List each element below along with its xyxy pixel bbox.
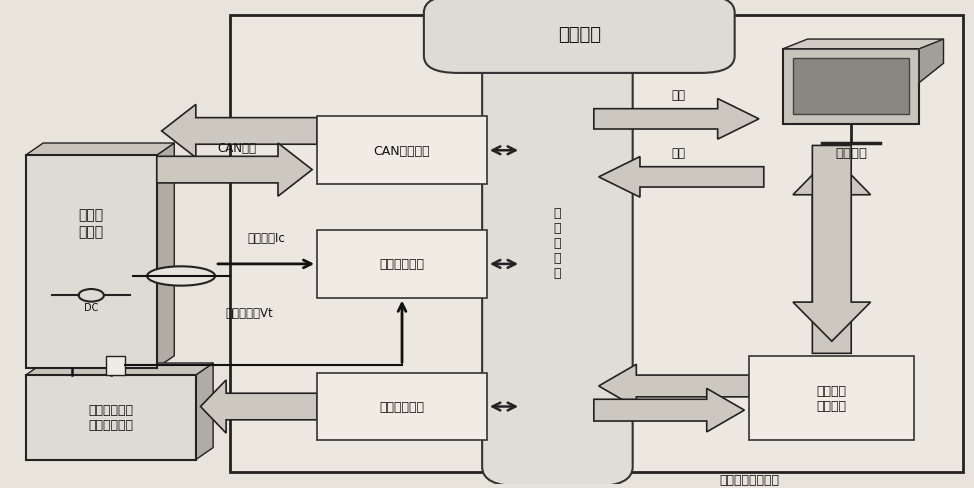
Text: 输出: 输出 [672,89,686,102]
FancyBboxPatch shape [317,373,487,441]
FancyBboxPatch shape [749,356,915,441]
FancyBboxPatch shape [424,0,734,74]
FancyBboxPatch shape [317,117,487,185]
FancyBboxPatch shape [482,0,633,487]
FancyBboxPatch shape [106,356,126,375]
FancyArrow shape [201,380,317,433]
FancyArrow shape [594,388,744,432]
Text: 动力电池包级
联直流变换器: 动力电池包级 联直流变换器 [89,404,133,431]
Text: 中
央
处
理
器: 中 央 处 理 器 [553,206,561,279]
Text: 输入: 输入 [672,147,686,160]
Text: 负载端电压Vt: 负载端电压Vt [225,306,273,319]
Text: CAN总线通信: CAN总线通信 [374,144,431,158]
FancyArrow shape [599,157,764,198]
FancyBboxPatch shape [793,59,910,115]
Text: 人机界面: 人机界面 [836,147,867,160]
FancyBboxPatch shape [25,375,196,460]
Text: 充电负载控制: 充电负载控制 [380,400,425,413]
Text: 测量信号接收: 测量信号接收 [380,258,425,271]
Text: 电池模拟: 电池模拟 [558,26,601,44]
FancyBboxPatch shape [317,230,487,298]
Text: DC: DC [84,303,98,313]
Ellipse shape [147,267,215,286]
Polygon shape [919,40,944,83]
Text: 动力电池充电模型: 动力电池充电模型 [719,472,779,486]
Polygon shape [25,144,174,156]
Polygon shape [783,40,944,50]
FancyBboxPatch shape [230,16,963,472]
Polygon shape [25,363,213,375]
Text: 电路模型
温度模型: 电路模型 温度模型 [817,384,846,412]
FancyBboxPatch shape [783,50,919,124]
Polygon shape [157,144,174,368]
Text: 充电电流Ic: 充电电流Ic [247,231,285,244]
FancyArrow shape [594,100,759,140]
FancyArrow shape [599,365,749,408]
FancyArrow shape [793,146,871,342]
Text: CAN总线: CAN总线 [217,142,256,155]
FancyBboxPatch shape [25,156,157,368]
FancyArrow shape [157,144,313,197]
FancyArrow shape [793,156,871,354]
Polygon shape [196,363,213,460]
FancyArrow shape [162,105,317,158]
Text: 非车载
充电机: 非车载 充电机 [79,208,104,239]
